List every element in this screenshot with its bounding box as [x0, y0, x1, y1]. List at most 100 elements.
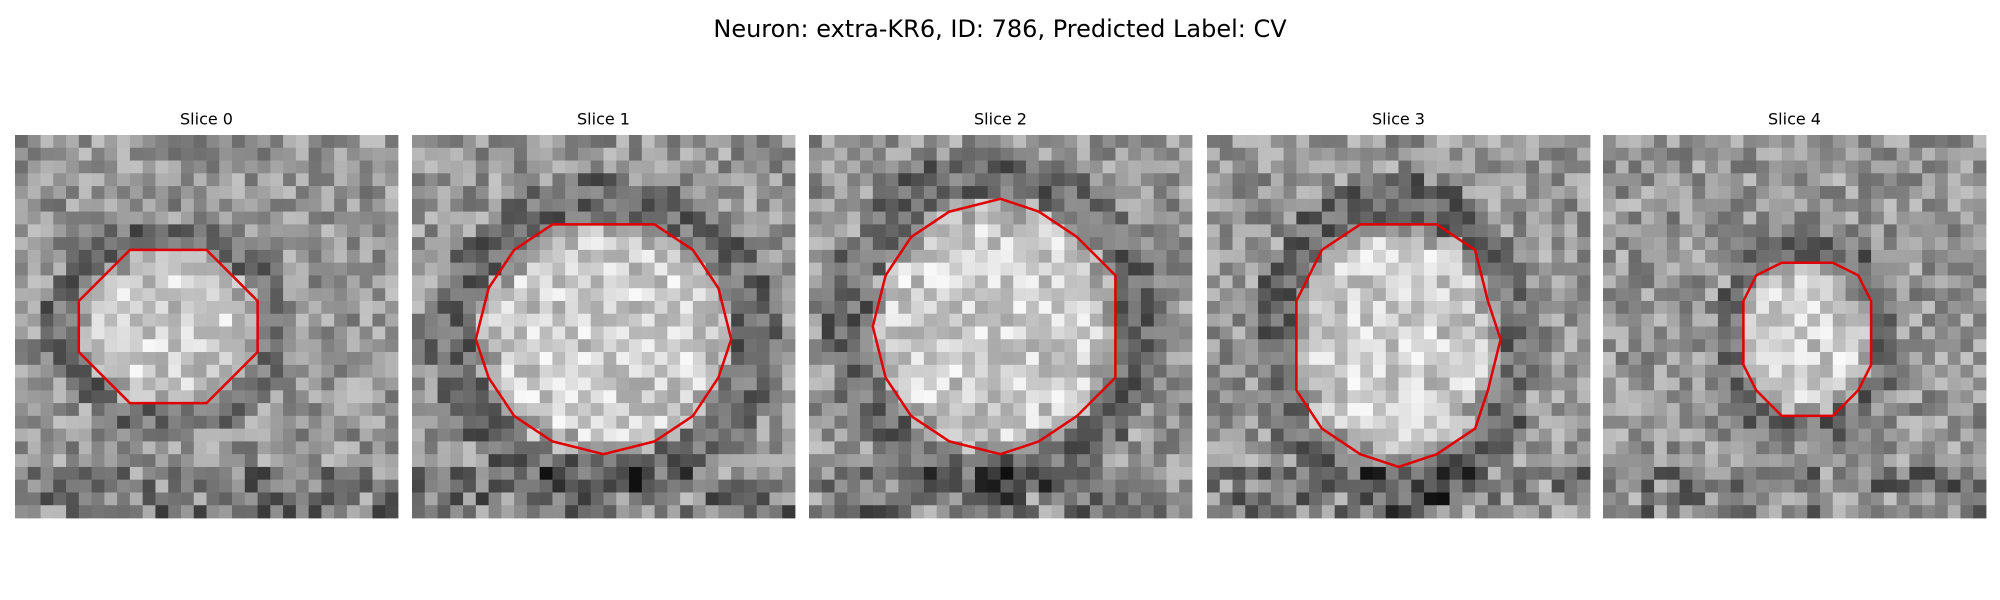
pixel	[552, 377, 566, 391]
pixel	[949, 466, 963, 481]
pixel	[847, 211, 861, 225]
pixel	[1896, 403, 1910, 417]
pixel	[1347, 300, 1361, 315]
pixel	[1038, 377, 1052, 391]
pixel	[1166, 492, 1180, 506]
pixel	[987, 454, 1001, 468]
pixel	[834, 186, 848, 200]
pixel	[1179, 275, 1193, 289]
pixel	[1654, 339, 1668, 353]
pixel	[769, 441, 783, 455]
pixel	[1115, 339, 1129, 353]
pixel	[66, 249, 80, 264]
pixel	[756, 262, 770, 276]
pixel	[1360, 492, 1374, 506]
pixel	[1487, 505, 1502, 519]
pixel	[424, 428, 438, 442]
pixel	[412, 339, 426, 353]
pixel	[1564, 249, 1578, 264]
pixel	[1947, 364, 1961, 378]
pixel	[667, 441, 681, 455]
pixel	[180, 466, 195, 481]
pixel	[847, 505, 861, 519]
pixel	[1628, 300, 1642, 315]
pixel	[1424, 326, 1438, 340]
pixel	[898, 352, 912, 366]
pixel	[1258, 186, 1272, 200]
pixel	[91, 415, 105, 430]
pixel	[590, 147, 604, 161]
pixel	[1411, 415, 1425, 430]
pixel	[193, 147, 207, 161]
pixel	[898, 415, 912, 430]
pixel	[244, 224, 258, 238]
pixel	[1166, 441, 1180, 455]
pixel	[1064, 313, 1078, 327]
pixel	[1654, 313, 1668, 327]
pixel	[1896, 339, 1910, 353]
pixel	[1947, 211, 1961, 225]
pixel	[1077, 173, 1091, 187]
pixel	[1000, 135, 1014, 149]
pixel	[1077, 249, 1091, 264]
pixel	[692, 147, 707, 161]
pixel	[488, 466, 502, 481]
pixel	[129, 454, 144, 468]
pixel	[91, 505, 105, 519]
pixel	[1960, 147, 1974, 161]
pixel	[1871, 262, 1885, 276]
pixel	[809, 237, 823, 251]
pixel	[1781, 147, 1795, 161]
pixel	[66, 147, 80, 161]
pixel	[219, 313, 233, 327]
pixel	[692, 173, 707, 187]
pixel	[424, 237, 438, 251]
pixel	[1360, 160, 1374, 174]
pixel	[743, 492, 758, 506]
pixel	[1564, 300, 1578, 315]
pixel	[1462, 415, 1476, 430]
pixel	[1871, 198, 1885, 212]
pixel	[1883, 275, 1898, 289]
pixel	[450, 300, 464, 315]
pixel	[821, 135, 835, 149]
pixel	[15, 403, 29, 417]
pixel	[526, 262, 541, 276]
pixel	[834, 479, 848, 493]
pixel	[1526, 173, 1540, 187]
pixel	[911, 377, 925, 391]
pixel	[142, 492, 156, 506]
pixel	[1398, 313, 1412, 327]
pixel	[1692, 492, 1706, 506]
pixel	[66, 326, 80, 340]
pixel	[219, 186, 233, 200]
pixel	[1909, 198, 1923, 212]
pixel	[1360, 300, 1374, 315]
pixel	[129, 147, 144, 161]
pixel	[1513, 364, 1527, 378]
pixel	[1679, 390, 1693, 404]
pixel	[40, 428, 54, 442]
pixel	[847, 466, 861, 481]
pixel	[206, 492, 220, 506]
pixel	[1411, 249, 1425, 264]
pixel	[872, 428, 886, 442]
pixel	[66, 135, 80, 149]
pixel	[1564, 377, 1578, 391]
pixel	[1360, 339, 1374, 353]
pixel	[1666, 198, 1680, 212]
pixel	[1577, 198, 1591, 212]
pixel	[577, 505, 592, 519]
pixel	[860, 352, 874, 366]
pixel	[641, 237, 655, 251]
pixel	[552, 364, 566, 378]
pixel	[219, 454, 233, 468]
pixel	[1347, 186, 1361, 200]
pixel	[450, 211, 464, 225]
pixel	[821, 224, 835, 238]
pixel	[1628, 390, 1642, 404]
pixel	[654, 403, 668, 417]
pixel	[1794, 441, 1808, 455]
pixel	[987, 173, 1001, 187]
